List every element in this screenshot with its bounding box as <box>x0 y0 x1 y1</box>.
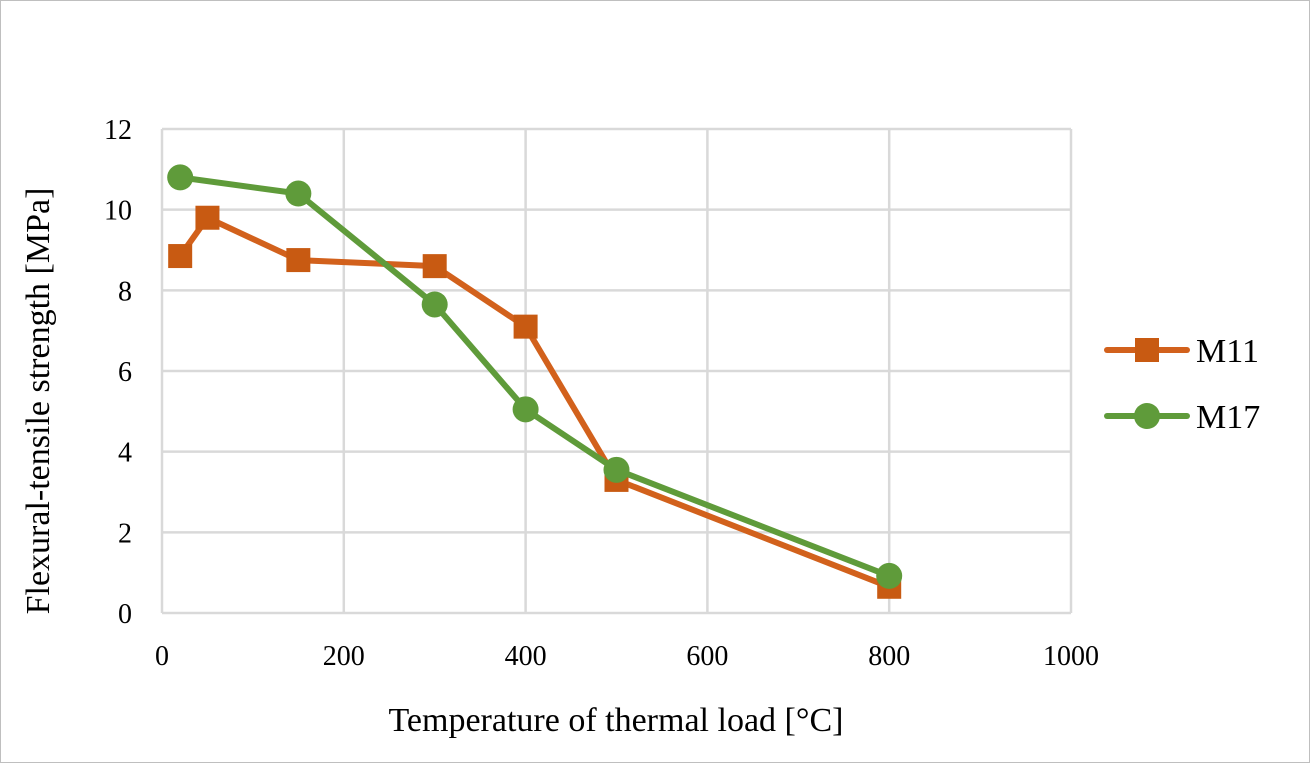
y-tick-label: 4 <box>118 438 132 469</box>
legend-label: M17 <box>1196 399 1260 436</box>
x-tick-label: 800 <box>868 641 910 672</box>
data-point-m11 <box>195 205 220 230</box>
y-tick-label: 8 <box>118 276 132 307</box>
series-group <box>167 164 903 599</box>
data-point-m17 <box>167 164 194 191</box>
legend: M11 M17 <box>1104 333 1260 436</box>
square-marker-icon <box>1135 338 1159 362</box>
data-point-m17 <box>876 562 903 589</box>
legend-item-m17: M17 <box>1104 399 1260 436</box>
data-point-m11 <box>422 254 447 279</box>
x-tick-label: 400 <box>505 641 547 672</box>
y-tick-label: 2 <box>118 518 132 549</box>
legend-label: M11 <box>1196 333 1259 370</box>
data-point-m17 <box>285 180 312 207</box>
y-tick-label: 6 <box>118 357 132 388</box>
x-tick-label: 600 <box>686 641 728 672</box>
y-axis-title: Flexural-tensile strength [MPa] <box>20 188 57 615</box>
data-point-m11 <box>168 244 193 269</box>
series-m17 <box>167 164 903 589</box>
x-axis-title: Temperature of thermal load [°C] <box>389 702 844 739</box>
y-tick-label: 12 <box>104 115 132 146</box>
data-point-m11 <box>286 248 311 273</box>
y-tick-label: 10 <box>104 196 132 227</box>
series-line-m17 <box>179 174 891 579</box>
x-tick-labels: 0 200 400 600 800 1000 <box>155 641 1099 672</box>
data-point-m17 <box>603 456 630 483</box>
x-tick-label: 1000 <box>1043 641 1099 672</box>
data-point-m11 <box>513 314 538 339</box>
y-tick-label: 0 <box>118 599 132 630</box>
x-tick-label: 0 <box>155 641 169 672</box>
data-point-m17 <box>512 396 539 423</box>
data-point-m17 <box>421 291 448 318</box>
legend-item-m11: M11 <box>1104 333 1259 370</box>
x-tick-label: 200 <box>323 641 365 672</box>
circle-marker-icon <box>1134 403 1160 429</box>
y-tick-labels: 0 2 4 6 8 10 12 <box>104 115 132 630</box>
